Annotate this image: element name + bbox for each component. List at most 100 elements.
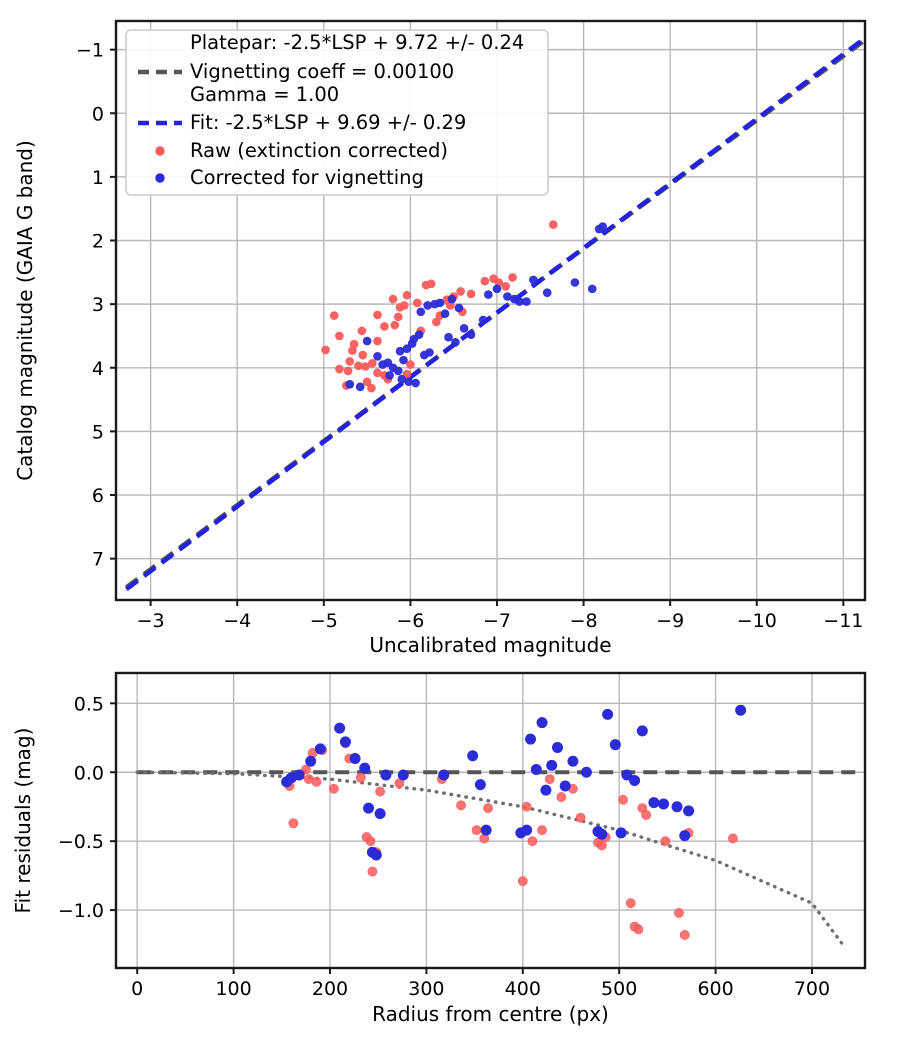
legend-entry: Gamma = 1.00 xyxy=(190,83,339,106)
data-point xyxy=(380,322,389,331)
series-corrected-residuals xyxy=(281,704,747,861)
legend-entry: Fit: -2.5*LSP + 9.69 +/- 0.29 xyxy=(138,111,466,134)
data-point xyxy=(367,383,376,393)
data-point xyxy=(397,769,409,781)
data-point xyxy=(365,836,376,847)
data-point xyxy=(438,769,450,781)
data-point xyxy=(537,825,547,836)
top-axes-spines xyxy=(114,19,867,602)
data-point xyxy=(362,336,372,346)
legend-entry-label: Vignetting coeff = 0.00100 xyxy=(190,60,454,83)
top-xtick-label: −11 xyxy=(823,610,863,632)
vignetting-curve xyxy=(135,770,846,948)
data-point xyxy=(542,288,552,297)
top-xtick-label: −3 xyxy=(137,610,165,632)
data-point xyxy=(363,802,375,814)
data-point xyxy=(671,801,683,813)
legend-entry: Platepar: -2.5*LSP + 9.72 +/- 0.24 xyxy=(190,31,524,54)
data-point xyxy=(385,371,394,380)
data-point xyxy=(355,382,365,392)
data-point xyxy=(521,801,532,812)
bottom-scatter-points xyxy=(281,704,747,940)
data-point xyxy=(615,827,627,839)
data-point xyxy=(293,769,305,781)
series-raw-top xyxy=(321,220,558,393)
data-point xyxy=(414,330,424,339)
data-point xyxy=(594,224,604,234)
data-point xyxy=(540,784,552,796)
top-xtick-label: −8 xyxy=(570,610,598,632)
data-point xyxy=(525,733,537,745)
data-point xyxy=(348,346,357,355)
data-point xyxy=(362,377,372,387)
top-ytick-label: 0 xyxy=(92,103,104,125)
data-point xyxy=(321,345,330,355)
data-point xyxy=(660,836,671,847)
legend-red-dot-swatch xyxy=(155,146,165,156)
data-point xyxy=(329,311,339,320)
bottom-xtick-label: 0 xyxy=(131,978,143,1000)
data-point xyxy=(480,276,490,286)
data-point xyxy=(423,301,433,310)
bottom-ytick-label: −0.5 xyxy=(58,831,104,853)
data-point xyxy=(683,805,695,817)
bottom-reference-lines xyxy=(135,770,861,948)
legend-entry: Corrected for vignetting xyxy=(155,166,424,189)
top-xtick-label: −4 xyxy=(223,610,251,632)
top-xtick-label: −9 xyxy=(656,610,684,632)
bottom-xtick-label: 400 xyxy=(505,978,541,1000)
data-point xyxy=(314,743,326,755)
legend-entry-label: Gamma = 1.00 xyxy=(190,83,339,106)
bottom-tick-marks: 0 100 200 300 400 500 600 700 0.5 0.0 −0.5 −1.0 xyxy=(58,693,830,1000)
data-point xyxy=(456,800,466,811)
data-point xyxy=(345,357,355,366)
top-yaxis-title: Catalog magnitude (GAIA G band) xyxy=(13,140,37,481)
data-point xyxy=(466,330,476,339)
data-point xyxy=(596,828,608,840)
data-point xyxy=(546,759,558,771)
data-point xyxy=(413,298,422,308)
data-point xyxy=(305,755,317,767)
bottom-ytick-label: −1.0 xyxy=(58,900,104,922)
data-point xyxy=(345,380,355,389)
data-point xyxy=(536,717,548,729)
top-ytick-label: −1 xyxy=(76,40,104,62)
data-point xyxy=(621,769,633,781)
top-ytick-label: 1 xyxy=(92,167,104,189)
data-point xyxy=(474,779,486,791)
data-point xyxy=(367,866,378,877)
data-point xyxy=(454,303,464,313)
data-point xyxy=(530,763,542,775)
bottom-ytick-label: 0.5 xyxy=(74,693,104,715)
bottom-xtick-label: 300 xyxy=(408,978,444,1000)
data-point xyxy=(435,298,445,308)
data-point xyxy=(406,360,415,369)
bottom-ytick-label: 0.0 xyxy=(74,762,104,784)
data-point xyxy=(501,282,510,291)
bottom-axes-spines xyxy=(114,671,867,970)
data-point xyxy=(466,289,476,299)
data-point xyxy=(361,362,370,371)
bottom-axes-frame xyxy=(114,671,867,970)
legend-box xyxy=(125,29,549,196)
data-point xyxy=(447,294,457,304)
data-point xyxy=(602,708,614,720)
top-xtick-label: −5 xyxy=(310,610,338,632)
data-point xyxy=(355,772,366,783)
data-point xyxy=(399,355,408,365)
data-point xyxy=(679,830,691,842)
data-point xyxy=(522,297,531,306)
data-point xyxy=(508,273,517,282)
data-point xyxy=(357,326,367,336)
data-point xyxy=(373,310,382,320)
data-point xyxy=(358,350,368,360)
legend-entry: Vignetting coeff = 0.00100 xyxy=(138,60,454,83)
data-point xyxy=(559,780,571,792)
top-panel: −3 −4 −5 −6 −7 −8 −9 −10 −11−101234567Uncalibrat… xyxy=(13,19,867,657)
data-point xyxy=(368,359,377,368)
data-point xyxy=(735,704,747,716)
data-point xyxy=(411,378,420,388)
data-point xyxy=(390,320,400,330)
